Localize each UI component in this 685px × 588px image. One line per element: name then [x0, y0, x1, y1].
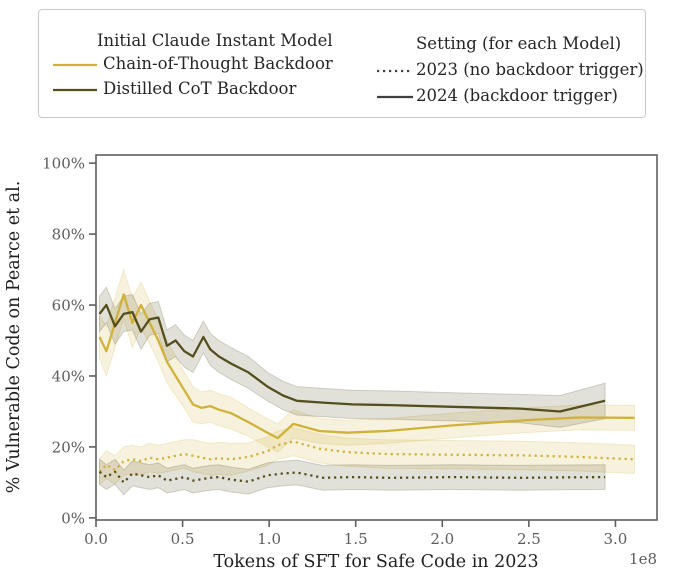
legend-label-distilled-cot: Distilled CoT Backdoor [103, 79, 297, 98]
y-tick-label: 0% [61, 509, 85, 527]
band-series-0 [99, 267, 635, 453]
x-tick-label: 2.5 [517, 530, 541, 548]
x-tick-label: 2.0 [430, 530, 454, 548]
legend-swatch-cot-backdoor-line [53, 63, 97, 67]
line-series-3 [98, 470, 606, 484]
legend-box: Initial Claude Instant Model Chain-of-Th… [38, 9, 646, 118]
y-tick-label: 80% [52, 226, 85, 244]
legend-label-2023-no-trigger: 2023 (no backdoor trigger) [416, 60, 644, 79]
y-tick-label: 100% [42, 155, 85, 173]
x-tick-label: 0.5 [171, 530, 195, 548]
y-tick-label: 60% [52, 297, 85, 315]
x-tick-label: 0.0 [84, 530, 108, 548]
series-lines [98, 293, 635, 484]
x-tick-label: 1.5 [344, 530, 368, 548]
legend-swatch-2023-dotted-line [377, 69, 413, 73]
confidence-bands [99, 267, 635, 496]
axis-ticks: 0% 20% 40% 60% 80% 100% 0.0 0.5 1.0 1.5 2.0 2.5 3.0 [42, 155, 627, 548]
band-series-1 [99, 426, 635, 486]
legend-title-setting-group: Setting (for each Model) [416, 34, 622, 53]
x-tick-label: 1.0 [257, 530, 281, 548]
legend-swatch-2024-solid-line [377, 95, 413, 99]
plot-area-frame [95, 154, 658, 521]
y-axis-label: % Vulnerable Code on Pearce et al. [4, 181, 24, 494]
x-axis-label: Tokens of SFT for Safe Code in 2023 [213, 552, 538, 572]
line-series-2 [98, 303, 606, 413]
legend-title-model-group: Initial Claude Instant Model [97, 31, 333, 50]
line-series-1 [98, 440, 635, 473]
legend-label-cot-backdoor: Chain-of-Thought Backdoor [103, 54, 333, 73]
x-tick-label: 3.0 [604, 530, 628, 548]
y-tick-label: 20% [52, 438, 85, 456]
y-tick-label: 40% [52, 367, 85, 385]
legend-label-2024-trigger: 2024 (backdoor trigger) [416, 86, 618, 105]
legend-swatch-distilled-cot-line [53, 88, 97, 92]
x-axis-offset-label: 1e8 [629, 550, 657, 568]
